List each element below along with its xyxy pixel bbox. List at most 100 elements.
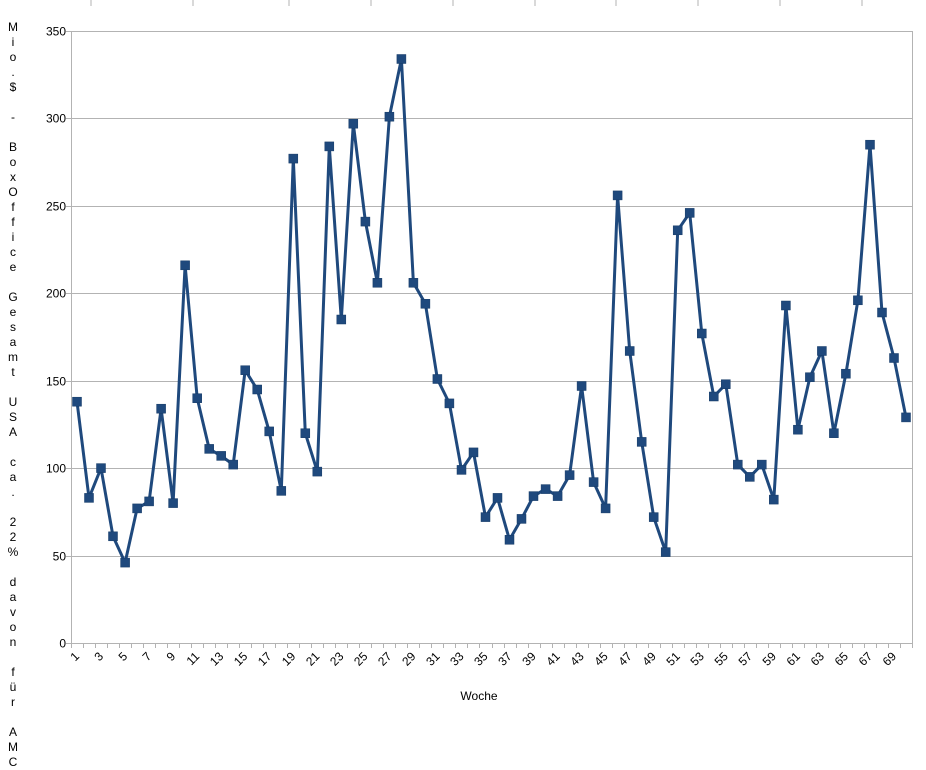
data-point — [660, 547, 671, 557]
data-point — [108, 531, 118, 542]
x-tick-label: 53 — [688, 649, 708, 669]
data-point — [697, 328, 707, 339]
y-tick-label: 250 — [46, 200, 66, 214]
x-tick-label: 41 — [543, 649, 563, 669]
data-point — [192, 393, 202, 403]
data-point — [396, 54, 407, 64]
data-point — [853, 295, 863, 306]
data-point — [588, 477, 599, 487]
x-tick-label: 31 — [423, 649, 443, 669]
data-point — [829, 428, 839, 438]
x-tick-label: 39 — [519, 649, 539, 669]
data-point — [648, 512, 659, 522]
data-point — [264, 426, 274, 437]
x-tick-label: 9 — [164, 649, 179, 664]
x-tick-label: 17 — [255, 649, 275, 669]
data-point — [733, 459, 743, 470]
data-point — [877, 307, 887, 318]
data-point — [132, 503, 142, 514]
y-tick-label: 100 — [46, 462, 66, 476]
x-tick-label: 55 — [712, 649, 732, 669]
y-tick-label: 300 — [46, 112, 66, 126]
data-point — [324, 141, 335, 152]
data-point — [721, 379, 731, 389]
data-point — [84, 493, 94, 503]
y-axis-label: Mio.$ - BoxOffice Gesamt USA ca. 22% dav… — [6, 20, 20, 770]
data-point — [456, 465, 467, 475]
x-tick-label: 23 — [327, 649, 347, 669]
data-point — [636, 437, 647, 447]
data-point — [96, 463, 106, 473]
data-point — [540, 484, 551, 494]
x-tick-label: 47 — [615, 649, 635, 669]
data-point — [180, 260, 190, 271]
data-point — [468, 447, 479, 458]
data-point — [360, 216, 371, 227]
data-point — [552, 491, 563, 501]
data-point — [817, 346, 827, 356]
x-axis-label: Woche — [460, 689, 497, 703]
data-point — [492, 493, 503, 503]
data-point — [408, 278, 419, 288]
x-tick-label: 65 — [832, 649, 852, 669]
x-tick-label: 7 — [140, 649, 155, 664]
x-tick-label: 5 — [116, 649, 131, 664]
data-point — [420, 299, 431, 309]
data-point — [516, 514, 527, 524]
data-point — [120, 557, 130, 568]
data-point — [228, 459, 238, 470]
data-point — [276, 486, 287, 496]
data-point — [612, 190, 623, 201]
data-point — [865, 139, 875, 150]
data-point — [504, 535, 515, 545]
x-tick-label: 3 — [92, 649, 107, 664]
x-tick-label: 69 — [880, 649, 900, 669]
data-point — [384, 111, 395, 122]
data-point — [757, 459, 767, 470]
data-point — [204, 444, 214, 454]
data-point — [168, 498, 178, 508]
data-point — [564, 470, 575, 480]
data-point — [672, 225, 683, 236]
data-point — [480, 512, 491, 522]
y-tick-label: 0 — [59, 637, 66, 651]
y-tick-label: 200 — [46, 287, 66, 301]
data-point — [745, 472, 755, 482]
data-point — [300, 428, 311, 438]
x-tick-label: 43 — [567, 649, 587, 669]
data-point — [793, 424, 803, 435]
x-tick-label: 33 — [447, 649, 467, 669]
data-point — [889, 353, 899, 363]
data-point — [576, 381, 587, 391]
chart-container: Mio.$ - BoxOffice Gesamt USA ca. 22% dav… — [6, 0, 913, 770]
data-point — [805, 372, 815, 382]
x-tick-label: 49 — [639, 649, 659, 669]
data-point — [372, 278, 383, 288]
data-point — [348, 118, 359, 129]
y-tick-label: 50 — [53, 550, 67, 564]
data-point — [72, 396, 82, 407]
data-point — [144, 496, 154, 507]
data-point — [156, 403, 166, 414]
data-point — [216, 451, 226, 461]
data-point — [684, 208, 695, 218]
x-tick-label: 19 — [279, 649, 299, 669]
x-tick-label: 35 — [471, 649, 491, 669]
data-point — [336, 314, 347, 325]
x-tick-label: 1 — [68, 649, 83, 664]
x-tick-label: 59 — [760, 649, 780, 669]
x-tick-label: 11 — [184, 649, 203, 668]
y-tick-label: 150 — [46, 375, 66, 389]
data-point — [624, 346, 635, 356]
data-point — [240, 365, 250, 375]
x-tick-label: 61 — [784, 649, 804, 669]
data-point — [781, 300, 791, 311]
x-tick-label: 29 — [399, 649, 419, 669]
data-point — [901, 412, 911, 423]
x-tick-label: 67 — [856, 649, 876, 669]
data-point — [528, 491, 539, 501]
x-tick-label: 13 — [207, 649, 227, 669]
x-tick-label: 63 — [808, 649, 828, 669]
